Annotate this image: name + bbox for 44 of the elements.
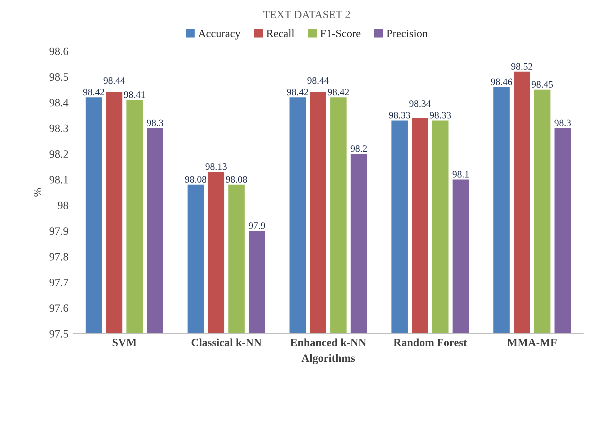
data-label: 97.9 <box>248 222 266 230</box>
data-label: 98.13 <box>206 164 227 170</box>
data-label: 98.3 <box>147 120 164 126</box>
x-axis-title: Algorithms <box>302 354 356 364</box>
y-tick-label: 97.6 <box>50 304 68 312</box>
data-label: 98.3 <box>554 120 572 126</box>
x-tick-label: MMA-MF <box>508 339 557 346</box>
y-tick-label: 98.4 <box>50 99 69 107</box>
x-tick-label: SVM <box>112 339 137 347</box>
data-label: 98.34 <box>410 100 432 108</box>
data-label: 98.08 <box>226 176 248 183</box>
data-label: 98.41 <box>124 92 146 98</box>
y-tick-label: 97.7 <box>50 278 68 286</box>
data-label: 98.1 <box>452 171 469 178</box>
data-label: 98.46 <box>491 78 512 86</box>
data-label: 98.42 <box>83 89 104 96</box>
x-tick-label: Random Forest <box>394 338 468 347</box>
y-axis-title: % <box>34 188 42 197</box>
data-label: 98.52 <box>512 63 533 70</box>
y-tick-label: 98.3 <box>50 124 68 132</box>
data-label: 98.08 <box>185 176 207 183</box>
y-tick-label: 98.2 <box>50 150 68 158</box>
data-label: 98.44 <box>104 77 126 84</box>
data-label: 98.44 <box>308 77 330 84</box>
legend-label: Precision <box>386 30 428 38</box>
data-label: 98.42 <box>328 89 350 96</box>
y-tick-label: 98.1 <box>50 176 68 184</box>
data-label: 98.2 <box>350 146 368 152</box>
data-label: 98.33 <box>430 112 452 119</box>
x-tick-label: Classical k-NN <box>192 338 262 347</box>
y-tick-label: 97.5 <box>50 330 68 338</box>
legend-label: Accuracy <box>198 30 241 40</box>
y-tick-label: 98.6 <box>50 48 68 56</box>
y-tick-label: 98 <box>58 202 68 210</box>
y-tick-label: 97.8 <box>50 253 68 261</box>
data-label: 98.45 <box>532 81 554 88</box>
legend-label: F1-Score <box>320 30 361 38</box>
data-label: 98.42 <box>287 89 308 96</box>
y-tick-label: 98.5 <box>50 74 68 82</box>
y-tick-label: 97.9 <box>50 228 68 236</box>
legend-label: Recall <box>266 30 295 38</box>
data-label: 98.33 <box>389 112 410 119</box>
chart-title: TEXT DATASET 2 <box>263 11 350 19</box>
x-tick-label: Enhanced k-NN <box>290 338 366 347</box>
